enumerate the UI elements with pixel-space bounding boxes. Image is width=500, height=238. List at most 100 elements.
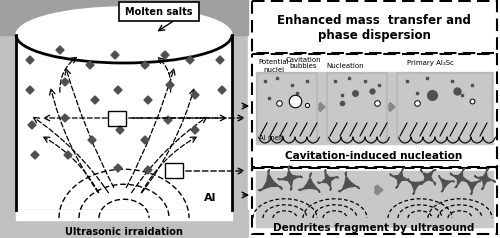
Polygon shape [64,151,72,159]
Bar [16,35,232,210]
Polygon shape [451,181,454,182]
Text: Al: Al [204,193,216,203]
Polygon shape [390,174,393,176]
Polygon shape [335,177,339,178]
Bar [165,163,183,178]
Polygon shape [440,178,451,189]
Bar [252,54,497,167]
Polygon shape [186,56,194,64]
Polygon shape [407,180,410,182]
Polygon shape [482,186,484,189]
Polygon shape [191,126,199,134]
Ellipse shape [16,7,232,63]
Polygon shape [439,175,440,178]
Text: Cavitation
bubbles: Cavitation bubbles [285,56,321,69]
Bar [108,111,126,126]
Bar [252,1,497,53]
Polygon shape [478,181,481,182]
Polygon shape [467,182,478,191]
Polygon shape [278,178,282,180]
Polygon shape [317,189,320,193]
Text: Ultrasonic irraidation: Ultrasonic irraidation [65,227,183,237]
Polygon shape [191,91,199,99]
Polygon shape [474,176,478,178]
Polygon shape [258,189,263,191]
Bar [0,0,248,35]
Text: Primary Al₃Sc: Primary Al₃Sc [406,60,454,66]
Polygon shape [338,190,342,192]
Text: Cavitation-induced nucleation: Cavitation-induced nucleation [286,151,463,161]
Polygon shape [114,164,122,172]
Bar [397,73,492,141]
Polygon shape [402,168,404,171]
Polygon shape [345,172,346,176]
FancyArrow shape [375,185,383,195]
Polygon shape [268,169,270,174]
Polygon shape [26,86,34,94]
Polygon shape [141,61,149,69]
Polygon shape [216,56,224,64]
Polygon shape [317,182,321,183]
FancyArrow shape [319,103,325,111]
Polygon shape [453,172,468,185]
Text: Al melt: Al melt [259,135,284,141]
Bar [0,210,248,238]
Polygon shape [356,186,360,189]
Polygon shape [330,187,332,191]
Polygon shape [28,121,36,129]
Polygon shape [420,181,424,182]
Polygon shape [114,86,122,94]
Polygon shape [470,191,472,194]
Polygon shape [413,191,414,194]
Polygon shape [462,168,465,171]
Polygon shape [432,170,436,172]
Polygon shape [393,171,407,185]
Polygon shape [298,189,303,190]
Polygon shape [116,126,124,134]
Polygon shape [86,61,94,69]
Polygon shape [164,116,172,124]
Polygon shape [166,81,174,89]
Polygon shape [288,166,290,170]
Polygon shape [61,78,69,86]
Polygon shape [161,51,169,59]
Polygon shape [492,180,496,182]
Bar [16,210,232,220]
Bar [256,171,493,227]
Polygon shape [262,173,278,189]
Polygon shape [141,136,149,144]
Polygon shape [478,172,492,186]
Polygon shape [61,114,69,122]
Polygon shape [310,173,312,177]
Polygon shape [282,170,298,186]
Polygon shape [455,185,458,188]
Bar [252,168,497,234]
Polygon shape [322,173,335,187]
Polygon shape [410,182,421,191]
Polygon shape [420,169,422,172]
Polygon shape [464,179,466,182]
Text: Nucleation: Nucleation [326,63,364,69]
Polygon shape [408,178,410,181]
Polygon shape [303,178,318,189]
Polygon shape [218,86,226,94]
Text: Dendrites fragment by ultrasound: Dendrites fragment by ultrasound [274,223,474,233]
Polygon shape [423,171,433,182]
Bar [327,73,387,141]
Polygon shape [91,96,99,104]
Polygon shape [144,96,152,104]
Polygon shape [441,189,444,192]
Polygon shape [278,186,282,189]
Polygon shape [396,185,398,188]
Polygon shape [144,166,152,174]
Polygon shape [324,169,326,173]
Polygon shape [56,46,64,54]
Polygon shape [290,186,292,190]
Polygon shape [486,169,488,172]
Polygon shape [88,136,96,144]
Bar [248,0,500,238]
Polygon shape [31,151,39,159]
Bar [257,73,317,141]
Polygon shape [342,177,356,190]
Text: Potential
nuclei: Potential nuclei [258,60,290,73]
